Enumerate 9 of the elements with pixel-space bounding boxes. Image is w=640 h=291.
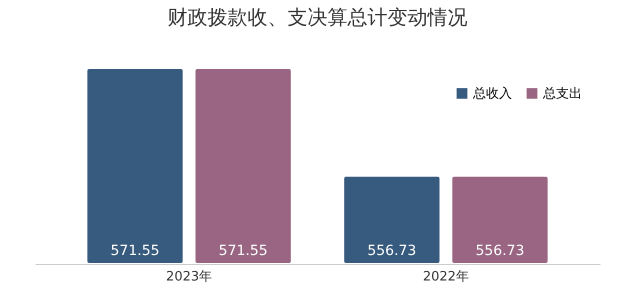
x-tick-label: 2022年 — [422, 270, 469, 284]
data-label: 571.55 — [218, 243, 268, 259]
chart-title: 财政拨款收、支决算总计变动情况 — [168, 5, 468, 29]
legend-label: 总支出 — [542, 86, 582, 102]
data-label: 571.55 — [110, 243, 160, 259]
legend-label: 总收入 — [472, 86, 512, 102]
data-label: 556.73 — [367, 243, 416, 259]
x-tick-label: 2023年 — [166, 270, 212, 284]
data-label: 556.73 — [475, 243, 524, 259]
